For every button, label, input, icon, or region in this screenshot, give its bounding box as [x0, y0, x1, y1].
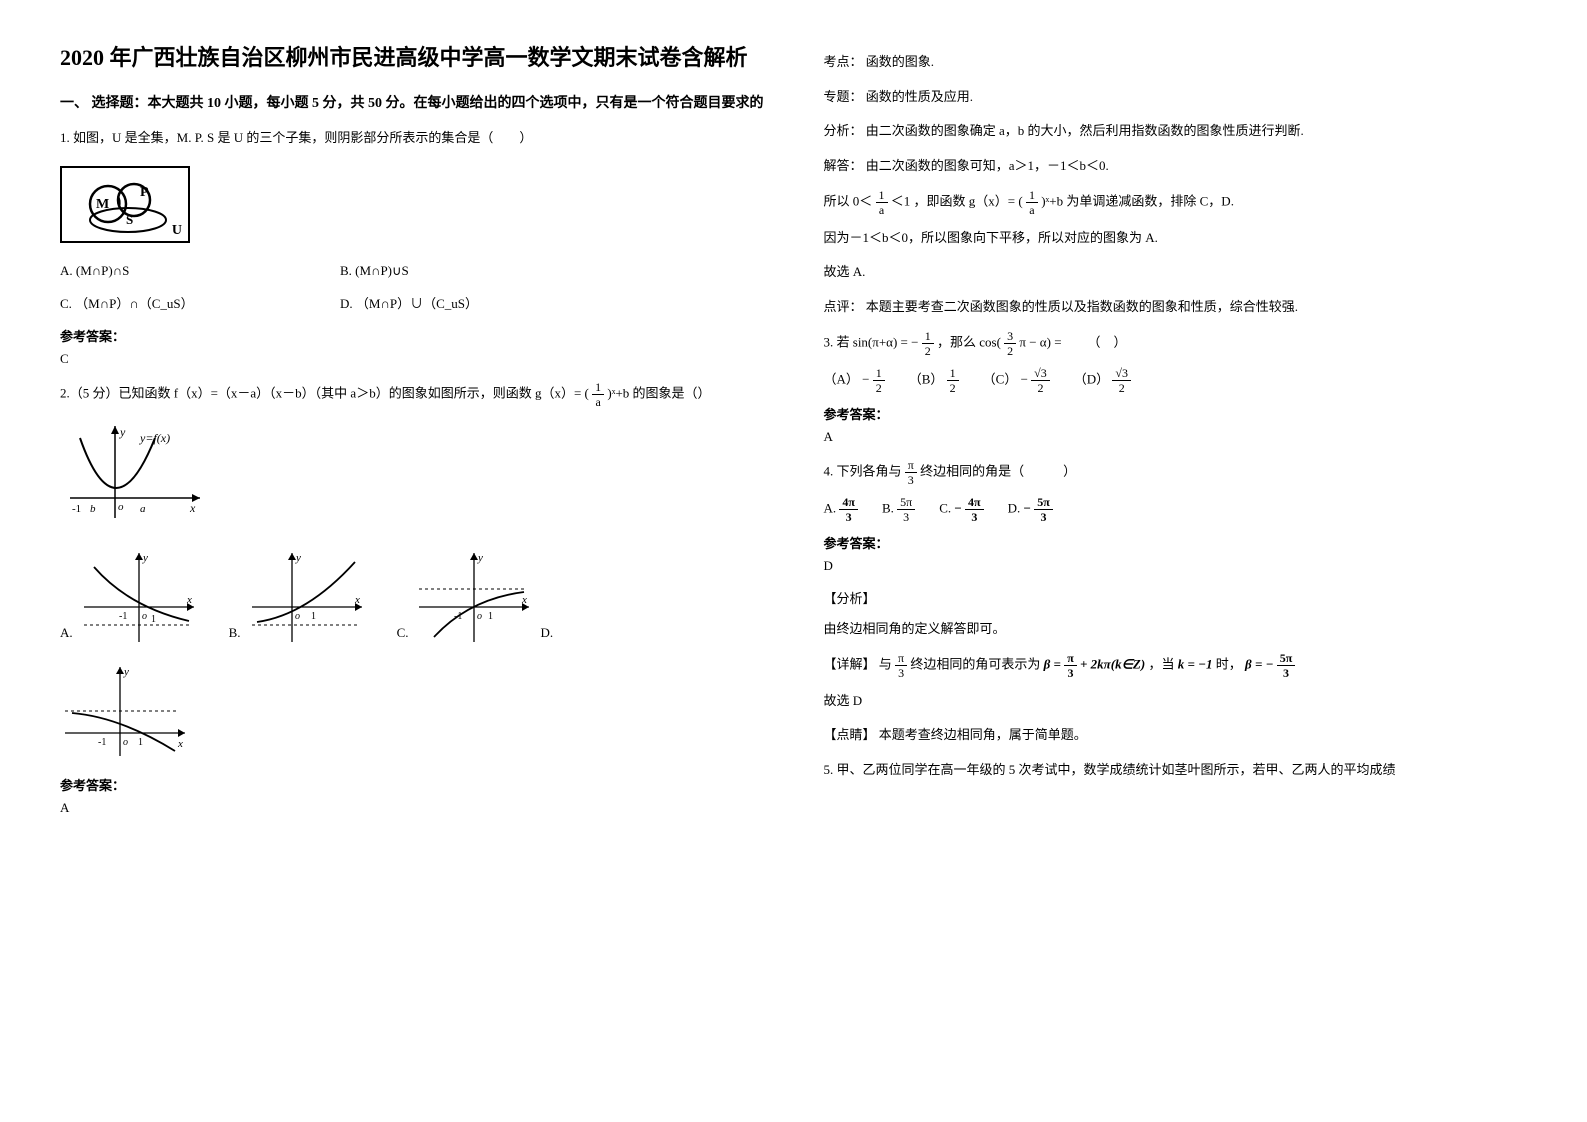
svg-text:o: o: [295, 611, 300, 622]
svg-text:S: S: [126, 212, 133, 227]
q1-choice-d: D. （M∩P）∪（C_uS）: [340, 293, 580, 312]
q2-option-graphs-row1: A. y x o -1 1 B.: [60, 547, 764, 647]
svg-text:1: 1: [151, 614, 156, 625]
q4-answer: D: [824, 558, 1528, 574]
svg-text:-1: -1: [454, 611, 462, 622]
q3-stem: 3. 若 sin(π+α) = − 1 2 ，那么 cos( 3 2 π − α…: [824, 330, 1528, 357]
q4-fenxi: 由终边相同角的定义解答即可。: [824, 617, 1528, 642]
venn-u-label: U: [172, 223, 182, 239]
svg-text:y=f(x): y=f(x): [139, 431, 170, 445]
svg-text:y: y: [477, 552, 483, 564]
q2-answer: A: [60, 800, 764, 816]
q4-xiangjie-line2: 故选 D: [824, 689, 1528, 714]
q2-option-c: C. y x o -1 1 D.: [397, 547, 554, 647]
q4-fenxi-label: 【分析】: [824, 588, 1528, 607]
svg-text:x: x: [521, 594, 527, 606]
q1-choices: A. (M∩P)∩S B. (M∩P)∪S: [60, 259, 764, 283]
q4-choices: A. 4π 3 B. 5π 3 C. − 4π 3: [824, 496, 1528, 523]
svg-text:1: 1: [488, 611, 493, 622]
svg-text:1: 1: [138, 737, 143, 748]
q2-fenxi: 分析： 由二次函数的图象确定 a，b 的大小，然后利用指数函数的图象性质进行判断…: [824, 119, 1528, 144]
q3-answer: A: [824, 429, 1528, 445]
q2-jieda: 解答： 由二次函数的图象可知，a＞1，－1＜b＜0.: [824, 154, 1528, 179]
svg-text:o: o: [123, 737, 128, 748]
q4-dianjing: 【点睛】 本题考查终边相同角，属于简单题。: [824, 723, 1528, 748]
q4-answer-label: 参考答案：: [824, 533, 1528, 552]
svg-text:P: P: [140, 185, 149, 200]
q2-option-b: B. y x o 1: [229, 547, 367, 647]
exam-title: 2020 年广西壮族自治区柳州市民进高级中学高一数学文期末试卷含解析: [60, 40, 764, 75]
svg-text:y: y: [142, 552, 148, 564]
q3-answer-label: 参考答案：: [824, 404, 1528, 423]
q4-xiangjie: 【详解】 与 π 3 终边相同的角可表示为 β = π 3 + 2kπ(k∈Z)…: [824, 652, 1528, 679]
q1-choice-c: C. （M∩P）∩（C_uS）: [60, 293, 300, 312]
q3-choices: （A） − 1 2 （B） 1 2 （C） − √3 2: [824, 367, 1528, 394]
q2-option-d: y x o -1 1: [60, 661, 190, 761]
svg-text:1: 1: [311, 611, 316, 622]
q1-choice-a: A. (M∩P)∩S: [60, 263, 300, 279]
q2-kaodian: 考点： 函数的图象.: [824, 50, 1528, 75]
q5-stem: 5. 甲、乙两位同学在高一年级的 5 次考试中，数学成绩统计如茎叶图所示，若甲、…: [824, 758, 1528, 783]
q2-dianping: 点评： 本题主要考查二次函数图象的性质以及指数函数的图象和性质，综合性较强.: [824, 295, 1528, 320]
svg-text:o: o: [477, 611, 482, 622]
section-1-header: 一、 选择题：本大题共 10 小题，每小题 5 分，共 50 分。在每小题给出的…: [60, 93, 764, 115]
q2-jieda-line3: 因为－1＜b＜0，所以图象向下平移，所以对应的图象为 A.: [824, 226, 1528, 251]
left-column: 2020 年广西壮族自治区柳州市民进高级中学高一数学文期末试卷含解析 一、 选择…: [60, 40, 764, 830]
q1-answer-label: 参考答案：: [60, 326, 764, 345]
q1-stem: 1. 如图，U 是全集，M. P. S 是 U 的三个子集，则阴影部分所表示的集…: [60, 126, 764, 151]
q2-option-a: A. y x o -1 1: [60, 547, 199, 647]
q2-zhuanti: 专题： 函数的性质及应用.: [824, 85, 1528, 110]
svg-text:-1: -1: [98, 737, 106, 748]
svg-text:x: x: [354, 594, 360, 606]
svg-text:x: x: [189, 501, 196, 515]
svg-text:y: y: [119, 425, 126, 439]
q2-main-graph: y y=f(x) x o -1 b a: [60, 418, 764, 533]
q1-choice-b: B. (M∩P)∪S: [340, 263, 580, 279]
svg-text:M: M: [96, 197, 109, 212]
q2-answer-label: 参考答案：: [60, 775, 764, 794]
svg-text:y: y: [123, 666, 129, 678]
svg-text:a: a: [140, 503, 146, 515]
q2-jieda-line2: 所以 0＜ 1 a ＜1 ，即函数 g（x）= ( 1 a )ˣ+b 为单调递减…: [824, 189, 1528, 216]
q4-stem: 4. 下列各角与 π 3 终边相同的角是（ ）: [824, 459, 1528, 486]
q2-jieda-line4: 故选 A.: [824, 260, 1528, 285]
svg-text:x: x: [177, 738, 183, 750]
q1-venn-diagram: M P S U: [60, 166, 190, 243]
svg-text:-1: -1: [72, 503, 81, 515]
svg-text:y: y: [295, 552, 301, 564]
svg-text:o: o: [142, 611, 147, 622]
svg-text:x: x: [186, 594, 192, 606]
svg-text:b: b: [90, 503, 96, 515]
q2-stem: 2.（5 分）已知函数 f（x）=（x－a）（x－b）（其中 a＞b）的图象如图…: [60, 381, 764, 408]
q2-frac: 1 a: [592, 381, 604, 408]
svg-text:-1: -1: [119, 611, 127, 622]
right-column: 考点： 函数的图象. 专题： 函数的性质及应用. 分析： 由二次函数的图象确定 …: [824, 40, 1528, 830]
q2-option-graphs-row2: y x o -1 1: [60, 661, 764, 761]
svg-text:o: o: [118, 501, 124, 513]
q1-answer: C: [60, 351, 764, 367]
